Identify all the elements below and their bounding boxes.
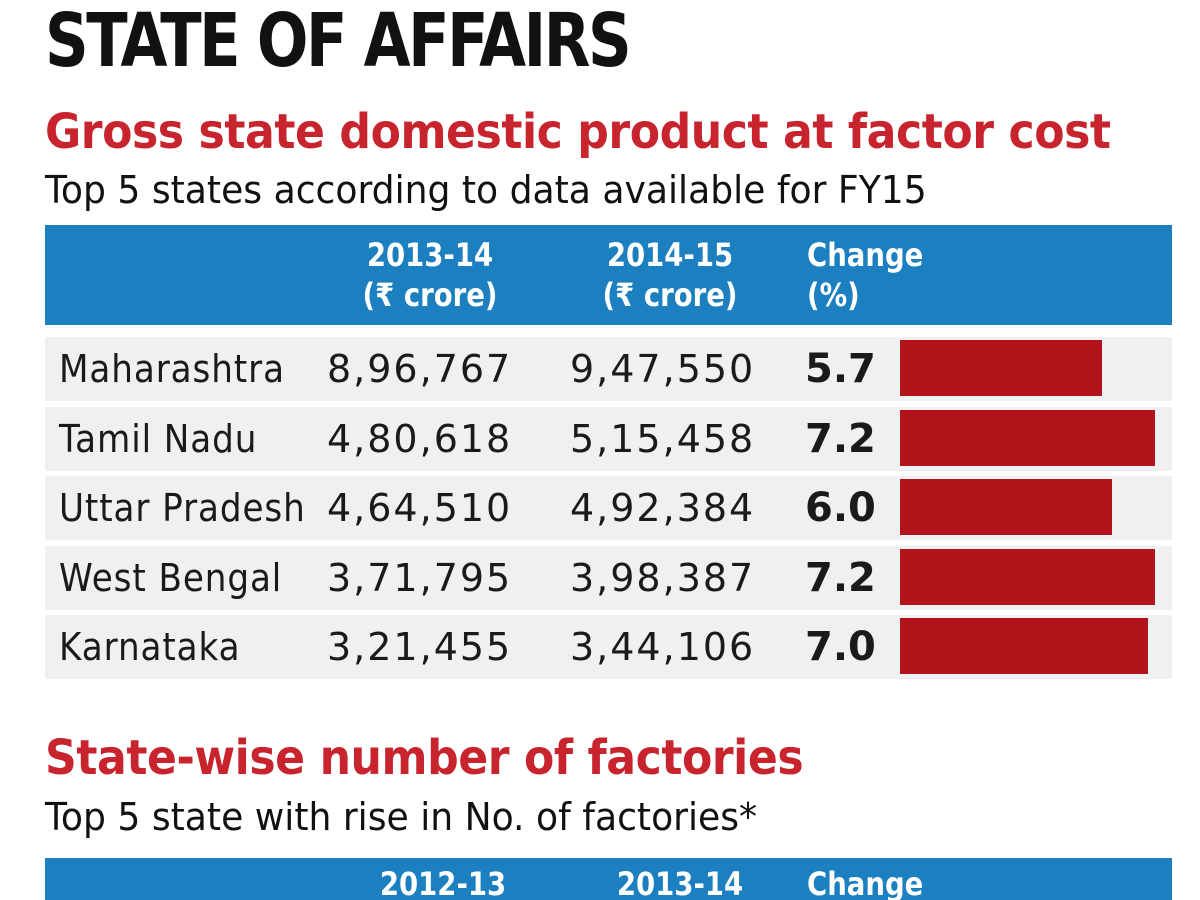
factories-col-change: Change — [807, 865, 924, 900]
gsdp-table-header: 2013-14 (₹ crore) 2014-15 (₹ crore) Chan… — [45, 225, 1172, 325]
table-row: Karnataka 3,21,455 3,44,106 7.0 — [45, 615, 1172, 679]
table-row: Maharashtra 8,96,767 9,47,550 5.7 — [45, 337, 1172, 401]
state-name: West Bengal — [59, 555, 283, 600]
gsdp-col-2013-14: 2013-14 (₹ crore) — [362, 236, 498, 314]
value-2014-15: 3,44,106 — [570, 625, 756, 669]
table-row: Tamil Nadu 4,80,618 5,15,458 7.2 — [45, 406, 1172, 471]
factories-subtitle: Top 5 state with rise in No. of factorie… — [45, 795, 758, 839]
change-bar — [900, 548, 1155, 605]
change-bar — [900, 479, 1112, 535]
state-name: Tamil Nadu — [59, 416, 258, 461]
gsdp-col-2014-15: 2014-15 (₹ crore) — [602, 236, 738, 314]
value-2013-14: 8,96,767 — [327, 347, 513, 391]
table-row: West Bengal 3,71,795 3,98,387 7.2 — [45, 545, 1172, 610]
value-2014-15: 4,92,384 — [570, 486, 756, 530]
change-label: 7.0 — [805, 624, 876, 670]
gsdp-col-change: Change (%) — [807, 236, 924, 314]
state-name: Karnataka — [59, 625, 241, 669]
value-2014-15: 5,15,458 — [570, 416, 756, 461]
gsdp-subtitle: Top 5 states according to data available… — [45, 168, 927, 212]
factories-col-2013-14: 2013-14 — [616, 865, 744, 900]
state-name: Uttar Pradesh — [59, 486, 306, 530]
change-bar — [900, 409, 1155, 466]
factories-col-2012-13: 2012-13 — [379, 865, 507, 900]
table-row: Uttar Pradesh 4,64,510 4,92,384 6.0 — [45, 476, 1172, 540]
value-2013-14: 3,71,795 — [327, 555, 513, 600]
change-bar — [900, 618, 1148, 674]
main-title: STATE OF AFFAIRS — [45, 0, 632, 84]
change-bar — [900, 340, 1102, 396]
value-2014-15: 3,98,387 — [570, 555, 756, 600]
factories-title: State-wise number of factories — [45, 730, 804, 786]
value-2013-14: 3,21,455 — [327, 625, 513, 669]
change-label: 7.2 — [805, 415, 876, 462]
change-label: 7.2 — [805, 554, 876, 601]
value-2014-15: 9,47,550 — [570, 347, 756, 391]
gsdp-title: Gross state domestic product at factor c… — [45, 104, 1111, 160]
factories-table-header: 2012-13 2013-14 Change — [45, 858, 1172, 900]
change-label: 5.7 — [805, 346, 876, 392]
value-2013-14: 4,64,510 — [327, 486, 513, 530]
state-name: Maharashtra — [59, 347, 285, 391]
change-label: 6.0 — [805, 485, 876, 531]
value-2013-14: 4,80,618 — [327, 416, 513, 461]
